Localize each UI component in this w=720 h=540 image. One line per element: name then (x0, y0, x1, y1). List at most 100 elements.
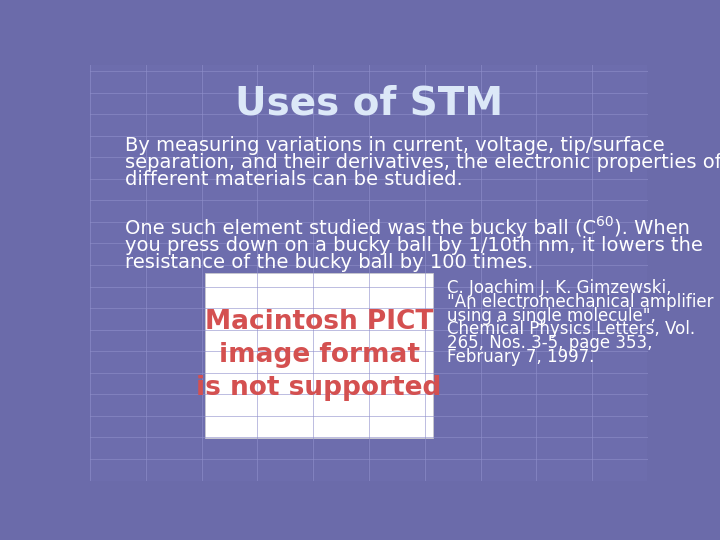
Bar (648, 309, 703, 330)
Bar (704, 137, 720, 157)
Bar (258, 244, 312, 265)
Text: Chemical Physics Letters, Vol.: Chemical Physics Letters, Vol. (447, 320, 696, 339)
Bar (704, 201, 720, 222)
Bar (593, 50, 647, 71)
Bar (369, 115, 424, 136)
Bar (313, 137, 368, 157)
Bar (593, 266, 647, 287)
Bar (145, 287, 201, 308)
Bar (648, 417, 703, 437)
Bar (313, 93, 368, 114)
Bar (202, 158, 256, 179)
Bar (648, 438, 703, 459)
Bar (313, 438, 368, 459)
Bar (90, 352, 145, 373)
Bar (202, 29, 256, 49)
Bar (90, 287, 145, 308)
Bar (313, 179, 368, 200)
Bar (648, 222, 703, 244)
Bar (593, 460, 647, 481)
Bar (369, 158, 424, 179)
Bar (593, 352, 647, 373)
Text: "An electromechanical amplifier: "An electromechanical amplifier (447, 293, 714, 310)
Bar (704, 244, 720, 265)
Bar (369, 330, 424, 351)
Bar (313, 395, 368, 416)
Bar (704, 309, 720, 330)
Bar (90, 158, 145, 179)
Bar (536, 137, 591, 157)
Bar (536, 50, 591, 71)
Bar (536, 93, 591, 114)
Bar (536, 72, 591, 92)
Bar (369, 352, 424, 373)
Bar (593, 115, 647, 136)
Bar (90, 201, 145, 222)
Bar (145, 395, 201, 416)
Bar (202, 395, 256, 416)
Bar (648, 266, 703, 287)
Bar (481, 417, 536, 437)
Bar (425, 395, 480, 416)
Text: 265, Nos. 3-5, page 353,: 265, Nos. 3-5, page 353, (447, 334, 653, 352)
Bar (481, 158, 536, 179)
Text: February 7, 1997.: February 7, 1997. (447, 348, 595, 366)
Bar (369, 201, 424, 222)
Bar (425, 438, 480, 459)
Bar (313, 309, 368, 330)
Bar (536, 309, 591, 330)
Bar (425, 29, 480, 49)
Bar (258, 374, 312, 394)
Bar (593, 417, 647, 437)
Bar (369, 29, 424, 49)
Bar (425, 158, 480, 179)
Bar (202, 201, 256, 222)
Bar (313, 374, 368, 394)
Bar (313, 29, 368, 49)
Bar (258, 72, 312, 92)
Bar (593, 29, 647, 49)
Bar (481, 29, 536, 49)
Bar (481, 179, 536, 200)
Bar (648, 395, 703, 416)
Bar (536, 179, 591, 200)
Bar (648, 93, 703, 114)
Bar (704, 179, 720, 200)
Bar (425, 50, 480, 71)
Bar (145, 374, 201, 394)
Bar (536, 438, 591, 459)
Bar (90, 29, 145, 49)
Bar (593, 201, 647, 222)
Bar (204, 273, 433, 438)
Bar (90, 395, 145, 416)
Bar (202, 244, 256, 265)
Bar (313, 222, 368, 244)
Bar (536, 222, 591, 244)
Bar (90, 222, 145, 244)
Bar (202, 309, 256, 330)
Bar (481, 352, 536, 373)
Bar (145, 50, 201, 71)
Bar (258, 266, 312, 287)
Bar (425, 115, 480, 136)
Bar (145, 72, 201, 92)
Bar (369, 395, 424, 416)
Bar (536, 417, 591, 437)
Bar (90, 93, 145, 114)
Bar (425, 93, 480, 114)
Bar (90, 179, 145, 200)
Bar (145, 29, 201, 49)
Bar (258, 309, 312, 330)
Bar (369, 179, 424, 200)
Bar (481, 330, 536, 351)
Bar (313, 115, 368, 136)
Bar (648, 158, 703, 179)
Bar (593, 72, 647, 92)
Text: By measuring variations in current, voltage, tip/surface: By measuring variations in current, volt… (125, 136, 665, 154)
Bar (202, 374, 256, 394)
Bar (536, 244, 591, 265)
Bar (704, 222, 720, 244)
Bar (704, 50, 720, 71)
Bar (704, 115, 720, 136)
Bar (704, 287, 720, 308)
